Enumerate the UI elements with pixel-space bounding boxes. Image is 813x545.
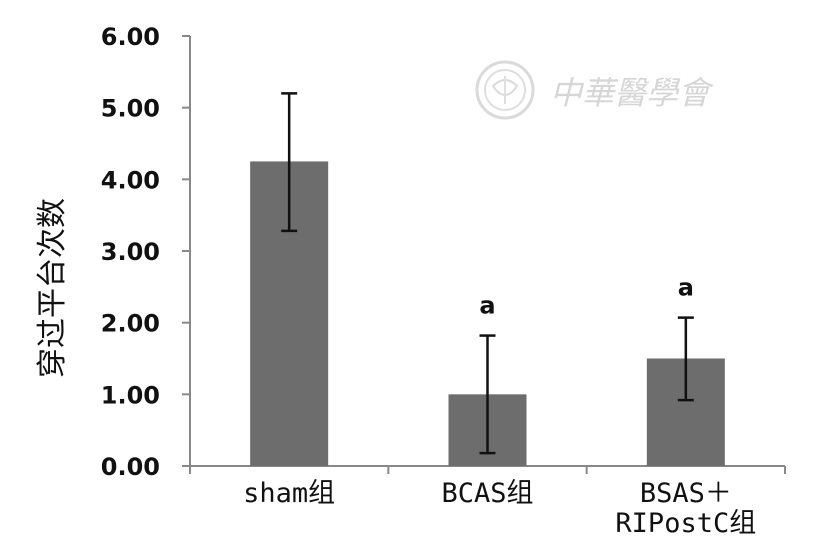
significance-label: a: [479, 292, 495, 320]
y-axis-title: 穿过平台次数: [35, 198, 70, 378]
watermark-text: 中華醫學會: [550, 74, 714, 112]
y-tick-label: 2.00: [101, 310, 160, 338]
y-tick-label: 5.00: [101, 95, 160, 123]
y-tick-label: 3.00: [101, 238, 160, 266]
watermark: 中華醫學會: [475, 60, 714, 120]
y-tick-label: 0.00: [101, 453, 160, 481]
x-category-label: BCAS组: [441, 478, 533, 509]
watermark-seal-icon: [475, 60, 535, 120]
y-tick-label: 1.00: [101, 381, 160, 409]
y-tick-label: 4.00: [101, 166, 160, 194]
x-category-label: BSAS＋ RIPostC组: [615, 478, 756, 539]
labels: sham组 a BCAS组 a BSAS＋ RIPostC组: [243, 274, 756, 539]
x-category-label: sham组: [243, 478, 335, 509]
y-tick-label: 6.00: [101, 23, 160, 51]
error-bars: [281, 92, 694, 455]
significance-label: a: [678, 274, 694, 302]
